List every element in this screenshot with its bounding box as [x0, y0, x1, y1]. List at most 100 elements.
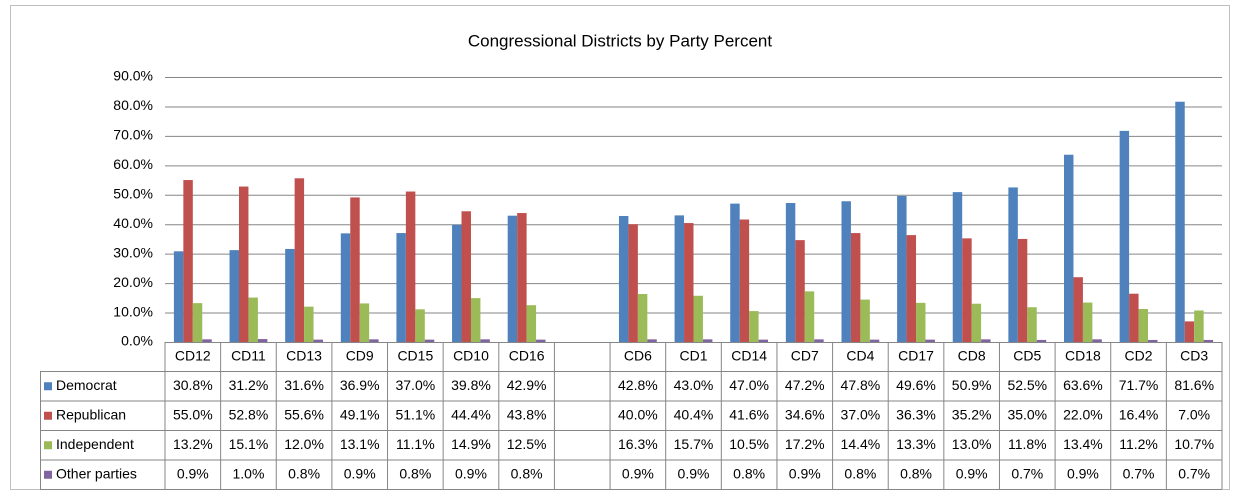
data-table-cell: 0.8% — [733, 465, 765, 481]
bar — [350, 197, 360, 342]
data-table-cell: 0.7% — [1011, 465, 1043, 481]
data-table-cell: 40.4% — [674, 406, 714, 422]
legend-label: Other parties — [56, 465, 137, 481]
bar — [1064, 154, 1074, 342]
x-tick-label: CD5 — [1013, 347, 1041, 363]
legend-swatch — [44, 382, 52, 391]
x-tick-label: CD4 — [846, 347, 874, 363]
bar — [183, 180, 193, 342]
data-table-cell: 16.3% — [618, 436, 658, 452]
bar — [285, 248, 295, 342]
data-table-cell: 50.9% — [952, 377, 992, 393]
data-table-cell: 12.0% — [284, 436, 324, 452]
data-table-cell: 22.0% — [1063, 406, 1103, 422]
bar — [480, 339, 490, 342]
data-table-cell: 31.2% — [229, 377, 269, 393]
data-table-cell: 13.4% — [1063, 436, 1103, 452]
bar — [1017, 238, 1028, 342]
x-tick-label: CD6 — [624, 347, 652, 363]
data-table-cell: 11.8% — [1008, 436, 1047, 452]
legend-swatch — [44, 470, 52, 479]
data-table-cell: 12.5% — [507, 436, 547, 452]
data-table-cell: 1.0% — [232, 465, 264, 481]
bar — [785, 203, 796, 342]
data-table-cell: 13.1% — [340, 436, 380, 452]
bar — [962, 238, 972, 342]
data-table-cell: 13.0% — [952, 436, 992, 452]
bar — [1138, 309, 1149, 342]
data-table-cell: 47.0% — [729, 377, 769, 393]
bar — [229, 250, 239, 342]
data-table-cell: 15.1% — [229, 436, 269, 452]
x-tick-label: CD14 — [731, 347, 767, 363]
data-table-cell: 36.3% — [896, 406, 936, 422]
bar — [693, 295, 703, 342]
data-table-cell: 0.9% — [455, 465, 487, 481]
bar — [1184, 321, 1195, 342]
data-table-cell: 11.1% — [396, 436, 435, 452]
bar — [897, 195, 907, 342]
data-table-cell: 0.8% — [844, 465, 876, 481]
data-table-cell: 0.9% — [1067, 465, 1099, 481]
bar — [618, 215, 629, 342]
y-tick-label: 40.0% — [113, 215, 153, 231]
bar — [304, 306, 314, 342]
data-table-cell: 0.9% — [789, 465, 821, 481]
y-tick-label: 50.0% — [113, 185, 153, 201]
bar — [1119, 130, 1130, 342]
bar — [1092, 339, 1102, 342]
y-tick-label: 10.0% — [113, 303, 153, 319]
y-tick-label: 90.0% — [113, 68, 153, 84]
bar — [814, 339, 824, 342]
bar — [971, 303, 982, 342]
data-table-cell: 43.8% — [507, 406, 547, 422]
bar — [869, 339, 880, 342]
y-tick-label: 20.0% — [113, 274, 153, 290]
data-table-cell: 30.8% — [173, 377, 213, 393]
bar — [684, 223, 694, 342]
bar — [674, 215, 685, 342]
data-table-cell: 7.0% — [1178, 406, 1210, 422]
data-table-cell: 16.4% — [1119, 406, 1159, 422]
bar — [925, 339, 935, 342]
bar — [526, 305, 537, 342]
bar — [340, 233, 351, 342]
bar — [637, 294, 648, 342]
bar — [369, 339, 379, 342]
data-table-cell: 0.8% — [900, 465, 932, 481]
bar — [507, 215, 518, 342]
y-tick-label: 60.0% — [113, 156, 153, 172]
data-table-cell: 51.1% — [395, 406, 435, 422]
bar — [647, 339, 657, 342]
bar — [1129, 293, 1139, 342]
data-table-cell: 43.0% — [674, 377, 714, 393]
x-tick-label: CD12 — [175, 347, 211, 363]
bar — [359, 303, 370, 342]
bar — [294, 178, 305, 342]
data-table-cell: 10.7% — [1174, 436, 1214, 452]
bar — [396, 233, 406, 342]
data-table-cell: 0.8% — [288, 465, 320, 481]
chart-title: Congressional Districts by Party Percent — [468, 31, 773, 50]
data-table-cell: 63.6% — [1063, 377, 1103, 393]
x-tick-label: CD15 — [397, 347, 433, 363]
bar — [628, 224, 638, 342]
data-table-cell: 0.8% — [511, 465, 543, 481]
legend-swatch — [44, 411, 52, 420]
bar — [1036, 339, 1047, 342]
data-table-cell: 34.6% — [785, 406, 825, 422]
y-tick-label: 80.0% — [113, 97, 153, 113]
data-table-cell: 40.0% — [618, 406, 658, 422]
x-tick-label: CD17 — [898, 347, 934, 363]
bar — [730, 203, 740, 342]
bar — [739, 219, 750, 342]
data-table-cell: 0.7% — [1178, 465, 1210, 481]
x-tick-label: CD1 — [679, 347, 707, 363]
bar — [1008, 187, 1018, 342]
data-table-cell: 81.6% — [1174, 377, 1214, 393]
data-table-cell: 39.8% — [451, 377, 491, 393]
bar — [795, 240, 805, 342]
legend-label: Republican — [56, 406, 126, 422]
data-table-cell: 0.8% — [399, 465, 431, 481]
